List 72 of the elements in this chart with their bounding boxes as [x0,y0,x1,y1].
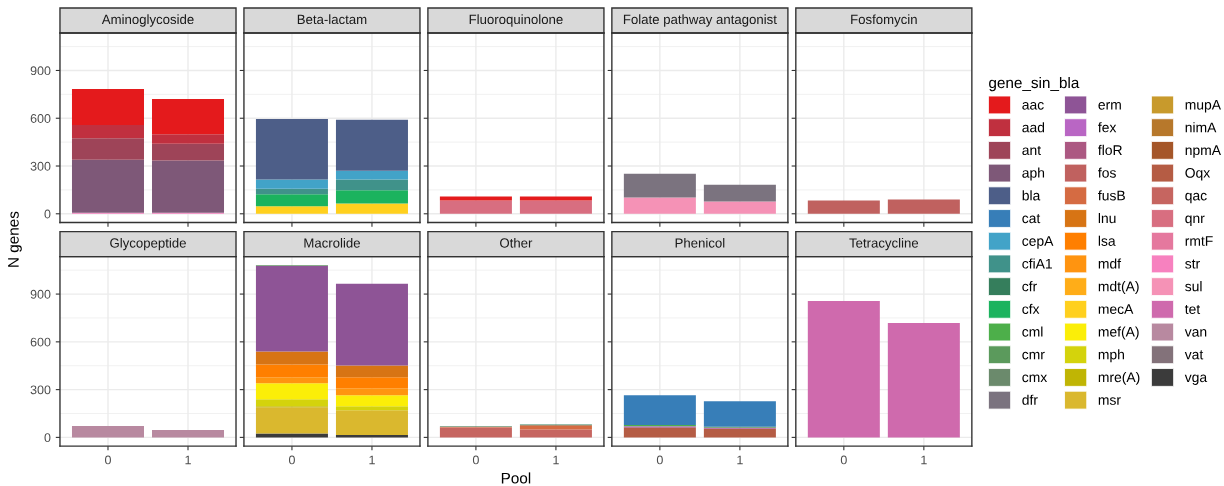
chart-title: Phenicol [675,237,725,248]
legend-label: mupA [1185,99,1221,113]
legend-label: mef(A) [1098,326,1139,340]
x-tick-label: 1 [921,455,927,465]
legend-label: cmr [1022,351,1045,360]
legend-label: cat [1022,214,1041,224]
legend-label: dfr [1022,394,1038,405]
legend-label: erm [1098,102,1121,110]
chart-title: Beta-lactam [297,14,367,25]
x-tick-label: 0 [840,455,847,465]
legend-label: qac [1185,192,1207,204]
legend-label: aac [1022,102,1044,110]
legend-label: vat [1184,350,1204,360]
y-tick-label: 300 [30,161,51,171]
legend-label: mdf [1098,258,1122,269]
legend-label: fex [1098,122,1117,133]
y-tick-label: 600 [30,337,51,347]
legend-label: floR [1098,144,1122,156]
legend-label: aph [1022,167,1045,181]
x-tick-label: 0 [656,455,663,465]
y-tick-label: 300 [30,385,51,395]
legend-label: msr [1098,397,1121,405]
chart-title: Macrolide [304,237,360,248]
legend-label: cml [1022,326,1043,337]
legend-label: fusB [1098,190,1125,201]
chart-title: Other [500,237,533,248]
y-tick-label: 600 [30,114,51,123]
legend-label: sul [1185,281,1202,292]
x-tick-label: 1 [369,455,375,465]
legend-label: str [1185,259,1200,269]
x-tick-label: 0 [288,455,295,465]
legend-label: mph [1098,349,1124,363]
legend-label: bla [1022,190,1041,201]
chart-title: Tetracycline [849,237,919,251]
y-tick-label: 900 [30,66,51,76]
legend-label: nimA [1185,122,1217,133]
legend-label: cfx [1022,303,1040,315]
legend-label: npmA [1185,145,1221,158]
y-axis-title: N genes [8,211,22,267]
legend-label: mecA [1098,304,1134,315]
x-tick-label: 1 [553,455,559,465]
legend-title: gene_sin_bla [989,76,1080,92]
chart-title: Folate pathway antagonist [623,14,777,27]
chart-title: Fosfomycin [851,14,917,27]
legend-label: mre(A) [1098,371,1140,385]
legend-label: Oqx [1185,167,1211,181]
legend-label: tet [1184,304,1201,315]
chart-title: Aminoglycoside [101,14,194,27]
legend-label: ant [1022,145,1041,156]
x-tick-label: 1 [185,455,191,465]
legend-label: cfr [1022,281,1037,292]
legend-label: lsa [1098,235,1116,246]
legend-label: aad [1022,122,1045,133]
legend-label: rmtF [1185,236,1213,246]
legend-label: mdt(A) [1098,281,1139,295]
legend-label: cepA [1022,236,1054,249]
y-tick-label: 900 [30,289,51,299]
y-tick-label: 0 [44,209,51,219]
x-axis-title: Pool [501,472,531,484]
legend-label: cfiA1 [1022,258,1052,269]
x-tick-label: 0 [105,455,111,465]
legend-label: cmx [1022,374,1048,383]
chart-title: Fluoroquinolone [469,14,563,27]
legend-label: van [1184,329,1207,337]
x-tick-label: 1 [737,455,743,465]
x-tick-label: 0 [472,455,479,465]
legend-label: fos [1098,167,1116,178]
chart-title: Glycopeptide [110,237,186,251]
legend-label: lnu [1098,212,1116,224]
y-tick-label: 0 [44,433,51,443]
legend-label: vga [1184,374,1208,385]
legend-label: qnr [1185,215,1205,226]
